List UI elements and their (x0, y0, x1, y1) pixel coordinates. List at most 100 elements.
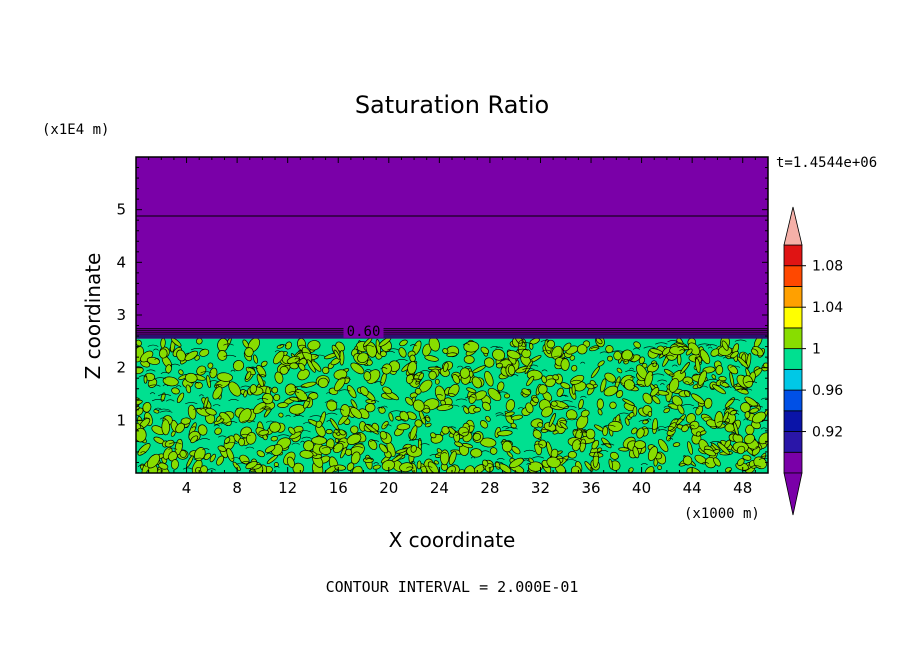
texture-blob (712, 384, 726, 395)
texture-blob (733, 421, 739, 436)
texture-ripple (651, 373, 665, 376)
texture-blob (433, 460, 439, 465)
texture-ripple (470, 456, 476, 459)
texture-ripple (293, 415, 304, 418)
texture-ripple (667, 340, 679, 343)
texture-ripple (625, 370, 636, 373)
texture-blob (273, 462, 279, 468)
texture-ripple (541, 369, 548, 372)
texture-blob (613, 351, 622, 361)
texture-ripple (175, 385, 182, 388)
texture-blob (590, 366, 600, 379)
texture-blob (609, 401, 617, 409)
texture-blob (695, 405, 704, 416)
texture-blob (651, 417, 658, 435)
texture-blob (274, 371, 284, 384)
texture-ripple (758, 457, 768, 460)
texture-ripple (363, 345, 375, 348)
texture-blob (591, 439, 600, 450)
texture-ripple (494, 461, 504, 464)
texture-ripple (745, 381, 758, 384)
x-axis-title: X coordinate (389, 528, 516, 552)
texture-ripple (157, 408, 171, 411)
texture-ripple (274, 350, 281, 353)
texture-blob (589, 345, 600, 352)
texture-blob (607, 355, 613, 362)
texture-blob (507, 364, 516, 376)
texture-blob (298, 362, 306, 371)
texture-blob (412, 399, 425, 412)
texture-ripple (353, 442, 364, 445)
texture-ripple (300, 440, 305, 443)
texture-ripple (598, 450, 609, 453)
texture-blob (315, 420, 323, 428)
texture-blob (308, 392, 319, 400)
texture-blob (463, 341, 480, 353)
texture-ripple (702, 416, 711, 419)
texture-ripple (623, 360, 635, 363)
texture-blob (525, 402, 534, 414)
y-tick-label: 2 (116, 359, 126, 377)
texture-blob (704, 397, 713, 409)
texture-blob (193, 447, 206, 462)
texture-blob (585, 428, 596, 440)
texture-ripple (671, 364, 678, 367)
texture-ripple (333, 408, 344, 411)
texture-ripple (565, 459, 577, 462)
colorbar-bin (783, 244, 803, 267)
texture-blob (501, 440, 513, 453)
texture-ripple (755, 446, 761, 449)
texture-blob (585, 383, 595, 390)
texture-ripple (579, 431, 588, 434)
texture-ripple (692, 407, 699, 410)
texture-ripple (339, 377, 352, 380)
texture-blob (484, 370, 494, 387)
texture-ripple (546, 378, 557, 381)
texture-ripple (464, 396, 476, 399)
texture-ripple (580, 361, 586, 364)
texture-blob (652, 362, 657, 368)
texture-blob (178, 369, 184, 375)
texture-blob (264, 445, 276, 454)
texture-ripple (228, 399, 239, 402)
texture-blob (628, 412, 635, 418)
colorbar-bin (783, 348, 803, 370)
texture-ripple (500, 440, 513, 443)
texture-blob (425, 422, 432, 428)
texture-blob (714, 411, 724, 428)
texture-blob (168, 451, 178, 462)
texture-ripple (678, 463, 689, 466)
texture-blob (330, 357, 341, 366)
texture-blob (649, 348, 663, 355)
texture-blob (199, 348, 210, 357)
texture-blob (463, 355, 475, 364)
texture-blob (472, 432, 482, 441)
texture-ripple (496, 458, 505, 461)
texture-blob (743, 433, 755, 444)
texture-blob (562, 342, 572, 352)
texture-ripple (154, 407, 162, 410)
texture-blob (190, 435, 199, 444)
texture-ripple (630, 376, 636, 379)
texture-ripple (566, 418, 579, 421)
texture-ripple (552, 355, 564, 358)
texture-ripple (618, 412, 630, 415)
texture-blob (136, 427, 147, 443)
texture-ripple (314, 354, 326, 357)
texture-blob (489, 447, 498, 455)
texture-ripple (480, 450, 490, 453)
texture-ripple (209, 380, 219, 383)
texture-blob (600, 378, 607, 393)
y-tick-label: 4 (116, 253, 126, 271)
texture-ripple (517, 348, 529, 351)
texture-ripple (511, 374, 519, 377)
texture-ripple (410, 461, 416, 463)
colorbar-bin (783, 265, 803, 287)
texture-blob (480, 420, 488, 429)
texture-blob (158, 462, 169, 470)
texture-blob (576, 344, 588, 355)
texture-ripple (193, 407, 202, 410)
texture-ripple (326, 392, 331, 395)
texture-ripple (266, 452, 273, 455)
